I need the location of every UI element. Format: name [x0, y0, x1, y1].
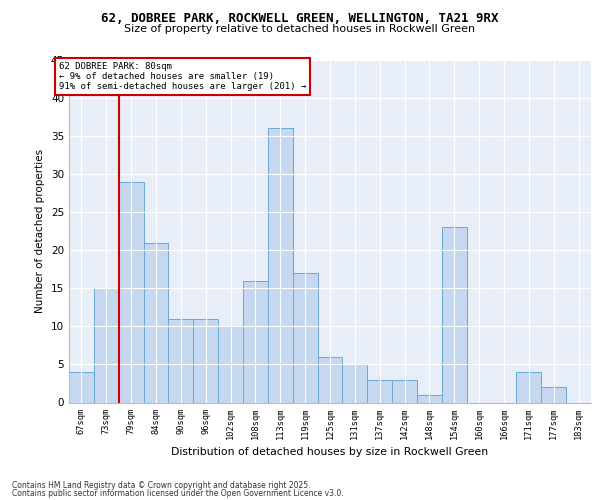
Bar — [218, 326, 243, 402]
Bar — [143, 242, 169, 402]
Bar — [243, 280, 268, 402]
Bar — [69, 372, 94, 402]
Bar — [169, 319, 193, 402]
Bar — [517, 372, 541, 402]
X-axis label: Distribution of detached houses by size in Rockwell Green: Distribution of detached houses by size … — [172, 447, 488, 457]
Text: Contains HM Land Registry data © Crown copyright and database right 2025.: Contains HM Land Registry data © Crown c… — [12, 481, 311, 490]
Bar — [119, 182, 143, 402]
Text: 62 DOBREE PARK: 80sqm
← 9% of detached houses are smaller (19)
91% of semi-detac: 62 DOBREE PARK: 80sqm ← 9% of detached h… — [59, 62, 307, 92]
Bar — [268, 128, 293, 402]
Bar — [367, 380, 392, 402]
Bar — [343, 364, 367, 403]
Text: Contains public sector information licensed under the Open Government Licence v3: Contains public sector information licen… — [12, 488, 344, 498]
Bar — [392, 380, 417, 402]
Bar — [94, 288, 119, 403]
Text: Size of property relative to detached houses in Rockwell Green: Size of property relative to detached ho… — [124, 24, 476, 34]
Bar — [193, 319, 218, 402]
Text: 62, DOBREE PARK, ROCKWELL GREEN, WELLINGTON, TA21 9RX: 62, DOBREE PARK, ROCKWELL GREEN, WELLING… — [101, 12, 499, 26]
Bar — [541, 388, 566, 402]
Bar — [293, 273, 317, 402]
Bar — [317, 357, 343, 403]
Y-axis label: Number of detached properties: Number of detached properties — [35, 149, 46, 314]
Bar — [442, 228, 467, 402]
Bar — [417, 395, 442, 402]
